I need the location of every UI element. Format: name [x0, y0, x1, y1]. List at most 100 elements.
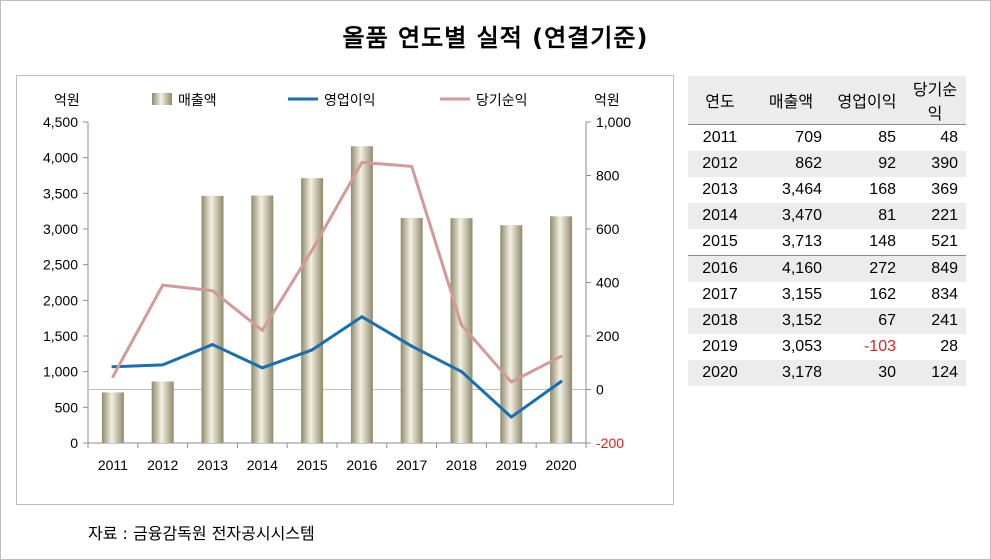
net-income-point: [310, 248, 314, 252]
table-cell: 4,160: [752, 255, 830, 282]
net-income-line: [111, 160, 562, 384]
net-income-point: [410, 164, 414, 168]
table-cell: 834: [931, 286, 958, 303]
left-tick-label: 2,500: [43, 257, 78, 273]
left-tick-label: 2,000: [43, 292, 78, 308]
left-tick-label: 1,500: [43, 328, 78, 344]
table-cell: 862: [752, 151, 830, 177]
operating-profit-line: [112, 315, 562, 419]
table-cell: 709: [795, 129, 822, 146]
source-note: 자료 : 금융감독원 전자공시시스템: [88, 524, 315, 543]
revenue-bar: [550, 216, 573, 443]
table-row: 2018 3,152 67 241: [688, 308, 966, 334]
table-row: 2012 862 92 390: [688, 151, 966, 177]
chart-title: 올품 연도별 실적 (연결기준): [342, 24, 649, 52]
table-cell: 92: [830, 151, 904, 177]
table-cell: 221: [904, 203, 966, 229]
left-tick-label: 3,500: [43, 185, 78, 201]
table-cell: 241: [904, 308, 966, 334]
left-axis-unit: 억원: [54, 92, 80, 108]
revenue-bar: [251, 195, 274, 443]
revenue-bar: [400, 217, 423, 443]
left-tick-label: 1,000: [43, 364, 78, 380]
left-tick-label: 4,500: [43, 114, 78, 130]
revenue-bar: [101, 392, 124, 443]
data-table: 연도 매출액 영업이익 당기순익 2011 709 85 48 2012 862 92 390 201…: [688, 76, 966, 386]
table-header-row: 연도 매출액 영업이익 당기순익: [688, 76, 966, 125]
table-header-cell: 당기순익: [904, 76, 966, 125]
net-income-point: [559, 354, 563, 358]
table-cell: 2012: [688, 151, 752, 177]
table-header-cell: 매출액: [752, 76, 830, 125]
table-cell: 3,178: [752, 360, 830, 386]
table-row: 2017 3,155 162 834: [688, 282, 966, 308]
left-tick-label: 3,000: [43, 221, 78, 237]
table-cell: 3,152: [752, 308, 830, 334]
table-cell: 2015: [702, 233, 738, 250]
x-tick-label: 2015: [297, 457, 328, 473]
net-income-point: [360, 160, 364, 164]
revenue-bar: [151, 381, 174, 443]
table-cell: 3,470: [752, 203, 830, 229]
table-cell: 2011: [702, 129, 738, 146]
table-cell: 272: [830, 255, 904, 282]
left-tick-label: 0: [70, 435, 78, 451]
table-cell: 390: [904, 151, 966, 177]
right-tick-label: 600: [596, 221, 620, 237]
table-cell: 168: [869, 181, 896, 198]
right-tick-label: 200: [596, 328, 620, 344]
table-cell: 148: [869, 233, 896, 250]
table-cell: 2014: [688, 203, 752, 229]
x-tick-label: 2018: [446, 457, 477, 473]
table-cell: 162: [869, 286, 896, 303]
table-cell: 3,155: [781, 286, 822, 303]
x-tick-label: 2011: [98, 457, 128, 473]
legend-revenue-swatch: [152, 93, 172, 105]
combo-chart: 0 500 1,000 1,500 2,000 2,500 3,000 3,500 4,000 4…: [43, 92, 631, 473]
right-tick-label: 800: [596, 168, 620, 184]
operating-profit-point: [460, 370, 463, 374]
operating-profit-point: [310, 348, 314, 352]
operating-profit-point: [111, 365, 115, 369]
table-cell: 521: [931, 233, 958, 250]
x-tick-label: 2020: [546, 457, 577, 473]
net-income-point: [211, 289, 214, 293]
chart-border: [16, 75, 674, 505]
table-cell: -103: [863, 338, 896, 355]
revenue-bar: [450, 218, 473, 443]
x-tick-label: 2019: [496, 457, 527, 473]
table-header-cell: 연도: [688, 76, 752, 125]
revenue-bar: [350, 146, 373, 443]
net-income-point: [111, 375, 115, 379]
table-row: 2020 3,178 30 124: [688, 360, 966, 386]
net-income-point: [260, 328, 264, 332]
table-cell: 30: [830, 360, 904, 386]
table-row: 2019 3,053 -103 28: [688, 334, 966, 360]
right-tick-label: 400: [596, 275, 620, 291]
right-tick-label: 1,000: [596, 114, 631, 130]
operating-profit-point: [161, 363, 165, 367]
legend-revenue-label: 매출액: [178, 92, 217, 108]
right-tick-label: -200: [596, 435, 624, 451]
table-row: 2014 3,470 81 221: [688, 203, 966, 229]
table-cell: 3,053: [781, 338, 822, 355]
table-cell: 3,713: [781, 233, 822, 250]
x-tick-label: 2016: [346, 457, 377, 473]
table-cell: 369: [931, 181, 958, 198]
table-cell: 81: [830, 203, 904, 229]
table-cell: 2016: [688, 255, 752, 282]
table-cell: 48: [940, 129, 958, 146]
revenue-bar: [301, 178, 324, 443]
table-cell: 2019: [702, 338, 738, 355]
right-axis-unit: 억원: [594, 92, 620, 108]
operating-profit-point: [559, 379, 563, 383]
net-income-point: [509, 380, 513, 384]
table-cell: 67: [830, 308, 904, 334]
table-row: 2016 4,160 272 849: [688, 255, 966, 282]
x-tick-label: 2017: [396, 457, 427, 473]
table-cell: 2017: [702, 286, 738, 303]
legend-operating-profit-label: 영업이익: [324, 92, 376, 108]
legend-net-income-label: 당기순익: [476, 92, 528, 108]
operating-profit-point: [260, 366, 264, 370]
net-income-point: [161, 283, 165, 287]
